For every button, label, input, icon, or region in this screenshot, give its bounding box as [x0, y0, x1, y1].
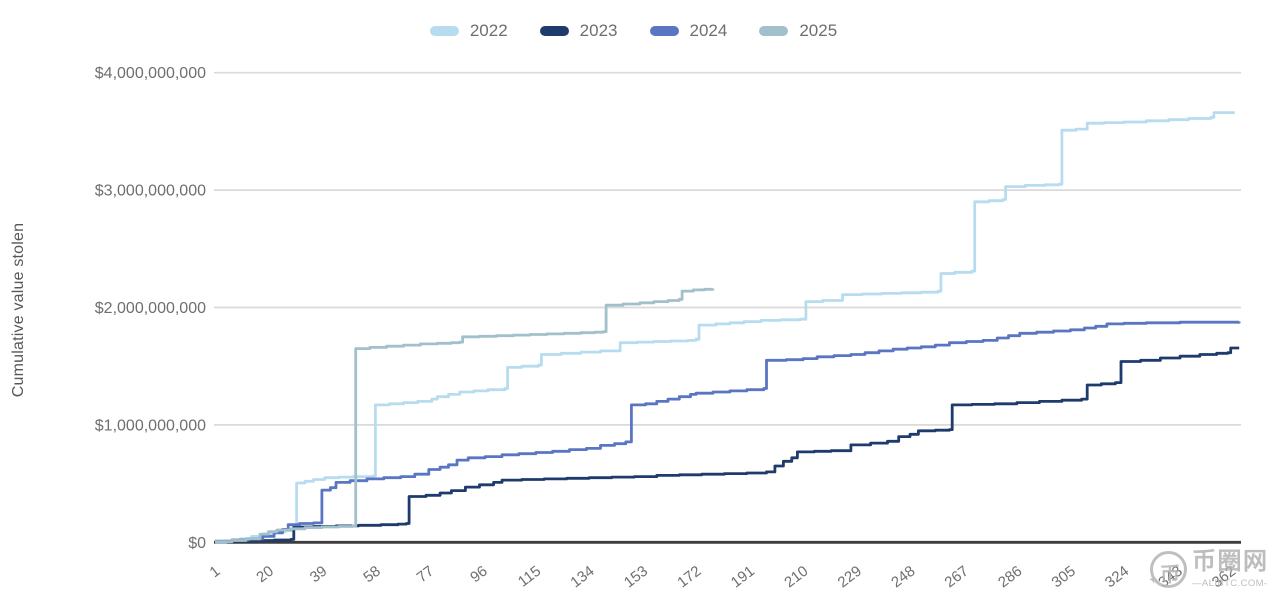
x-tick-label: 58 [360, 563, 384, 587]
legend-swatch-icon [759, 26, 789, 36]
series-line-2024 [215, 320, 1241, 543]
legend-label: 2022 [469, 21, 508, 40]
watermark: 币 ✦ 币圈网 —ALIBTC.COM— [1126, 541, 1267, 599]
x-tick-label: 248 [888, 563, 918, 592]
y-tick-label: $1,000,000,000 [95, 417, 206, 434]
x-tick-label: 210 [781, 563, 811, 592]
chart-legend: 2022 2023 2024 2025 [0, 21, 1267, 41]
y-tick-label: $4,000,000,000 [95, 65, 206, 82]
legend-item-2022: 2022 [429, 21, 508, 41]
x-tick-label: 267 [942, 563, 972, 592]
legend-item-2024: 2024 [649, 21, 728, 41]
legend-label: 2025 [799, 21, 838, 40]
x-tick-label: 172 [674, 563, 704, 592]
y-tick-label: $0 [188, 535, 206, 552]
x-tick-label: 20 [253, 563, 277, 587]
x-tick-label: 1 [207, 563, 224, 582]
x-tick-label: 153 [621, 563, 651, 592]
watermark-text-block: 币圈网 —ALIBTC.COM— [1192, 548, 1267, 589]
x-tick-label: 115 [515, 563, 544, 591]
watermark-star-icon: ✦ [1148, 572, 1159, 587]
series-line-2023 [215, 346, 1240, 544]
x-tick-label: 191 [728, 563, 758, 592]
legend-swatch-icon [649, 26, 679, 36]
watermark-coin-glyph: 币 [1160, 564, 1180, 586]
legend-swatch-icon [539, 26, 569, 36]
x-tick-label: 39 [307, 563, 331, 587]
series-line-2025 [215, 287, 715, 544]
legend-item-2025: 2025 [759, 21, 837, 41]
x-tick-label: 305 [1049, 563, 1079, 592]
legend-swatch-icon [429, 26, 459, 36]
x-tick-label: 286 [995, 563, 1025, 592]
y-tick-label: $2,000,000,000 [95, 300, 206, 317]
legend-item-2023: 2023 [539, 21, 618, 41]
x-tick-label: 134 [567, 563, 597, 592]
legend-label: 2023 [579, 21, 618, 40]
legend-label: 2024 [689, 21, 728, 40]
y-tick-label: $3,000,000,000 [95, 183, 206, 200]
watermark-logo-icon: 币 ✦ [1148, 551, 1187, 588]
x-tick-label: 229 [835, 563, 865, 592]
series-line-2022 [215, 111, 1235, 544]
watermark-domain: —ALIBTC.COM— [1192, 577, 1267, 589]
watermark-site-name: 币圈网 [1192, 548, 1267, 575]
x-tick-label: 96 [467, 563, 491, 587]
x-tick-label: 77 [414, 563, 438, 587]
